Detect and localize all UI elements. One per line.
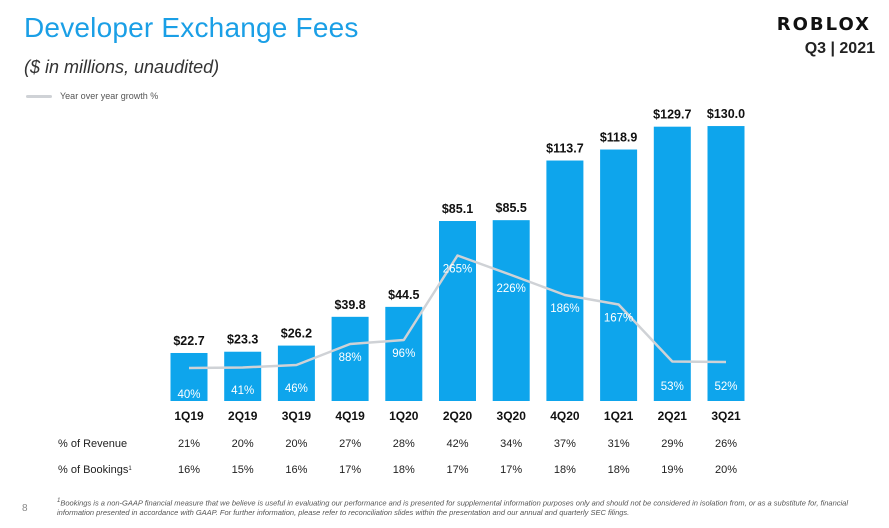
x-tick-label-4Q20: 4Q20 [550, 409, 580, 423]
footnote-text: Bookings is a non-GAAP financial measure… [57, 498, 849, 517]
table-cell-2-3Q19: 16% [285, 464, 307, 476]
table-cell-1-3Q19: 20% [285, 438, 307, 450]
value-label-1Q19: $22.7 [173, 334, 204, 348]
bar-2Q21 [653, 126, 691, 401]
value-label-2Q20: $85.1 [442, 202, 473, 216]
x-tick-label-3Q20: 3Q20 [497, 409, 527, 423]
table-cell-1-1Q20: 28% [393, 438, 415, 450]
page-title: Developer Exchange Fees [24, 12, 359, 43]
growth-label-3Q21: 52% [714, 381, 737, 393]
value-label-4Q20: $113.7 [546, 142, 584, 156]
x-tick-label-3Q19: 3Q19 [282, 409, 312, 423]
x-tick-label-2Q21: 2Q21 [658, 409, 688, 423]
footnote-marker: 1 [57, 498, 61, 504]
table-cell-2-2Q20: 17% [446, 464, 468, 476]
bar-2Q19 [224, 351, 262, 401]
value-label-3Q20: $85.5 [496, 201, 527, 215]
value-label-1Q20: $44.5 [388, 288, 419, 302]
x-tick-label-2Q20: 2Q20 [443, 409, 473, 423]
growth-label-1Q21: 167% [604, 313, 633, 325]
table-cell-1-1Q21: 31% [608, 438, 630, 450]
x-tick-label-1Q19: 1Q19 [174, 409, 204, 423]
growth-label-1Q20: 96% [392, 348, 415, 360]
bar-1Q19 [170, 352, 208, 401]
value-label-2Q19: $23.3 [227, 333, 258, 347]
bar-4Q19 [331, 316, 369, 401]
table-row-label-sup: 1 [128, 466, 132, 472]
period-label: Q3 | 2021 [804, 40, 875, 57]
growth-label-4Q20: 186% [550, 303, 579, 315]
page-number: 8 [22, 503, 28, 514]
growth-label-1Q19: 40% [177, 389, 200, 401]
table-cell-1-2Q21: 29% [661, 438, 683, 450]
footnote: 1Bookings is a non-GAAP financial measur… [57, 497, 857, 517]
table-cell-1-3Q21: 26% [715, 438, 737, 450]
x-tick-label-3Q21: 3Q21 [711, 409, 741, 423]
table-row-label-1: % of Revenue [58, 438, 127, 450]
x-tick-label-4Q19: 4Q19 [335, 409, 365, 423]
bar-1Q21 [600, 149, 638, 401]
legend-line-label: Year over year growth % [60, 91, 159, 101]
table-row-label-2: % of Bookings1 [58, 464, 132, 476]
table-cell-2-2Q19: 15% [232, 464, 254, 476]
roblox-logo: ROBLOX [776, 14, 871, 35]
table-cell-2-4Q19: 17% [339, 464, 361, 476]
value-label-3Q19: $26.2 [281, 327, 312, 341]
table-cell-2-3Q20: 17% [500, 464, 522, 476]
growth-line [188, 254, 727, 370]
x-tick-label-1Q20: 1Q20 [389, 409, 419, 423]
table-cell-1-3Q20: 34% [500, 438, 522, 450]
growth-label-2Q21: 53% [661, 381, 684, 393]
growth-label-4Q19: 88% [339, 352, 362, 364]
value-label-3Q21: $130.0 [707, 107, 745, 121]
growth-label-2Q19: 41% [231, 385, 254, 397]
table-cell-1-2Q19: 20% [232, 438, 254, 450]
table-cell-2-4Q20: 18% [554, 464, 576, 476]
growth-label-3Q19: 46% [285, 383, 308, 395]
table-cell-2-2Q21: 19% [661, 464, 683, 476]
growth-label-3Q20: 226% [496, 283, 525, 295]
value-label-2Q21: $129.7 [653, 108, 691, 122]
x-tick-label-2Q19: 2Q19 [228, 409, 258, 423]
bar-4Q20 [546, 160, 584, 401]
table-cell-2-1Q21: 18% [608, 464, 630, 476]
table-cell-1-2Q20: 42% [446, 438, 468, 450]
x-tick-label-1Q21: 1Q21 [604, 409, 634, 423]
bar-3Q19 [277, 345, 315, 401]
table-cell-1-4Q20: 37% [554, 438, 576, 450]
bar-2Q20 [439, 221, 476, 401]
table-cell-2-1Q20: 18% [393, 464, 415, 476]
growth-label-2Q20: 265% [443, 264, 472, 276]
bar-3Q21 [707, 126, 745, 402]
table-cell-1-4Q19: 27% [339, 438, 361, 450]
table-cell-1-1Q19: 21% [178, 438, 200, 450]
table-cell-2-1Q19: 16% [178, 464, 200, 476]
table-cell-2-3Q21: 20% [715, 464, 737, 476]
value-label-4Q19: $39.8 [334, 298, 365, 312]
page-subtitle: ($ in millions, unaudited) [24, 57, 220, 77]
value-label-1Q21: $118.9 [600, 131, 638, 145]
legend-line-swatch [26, 94, 52, 98]
chart-legend: Year over year growth % [26, 91, 158, 101]
bar-3Q20 [492, 220, 530, 401]
